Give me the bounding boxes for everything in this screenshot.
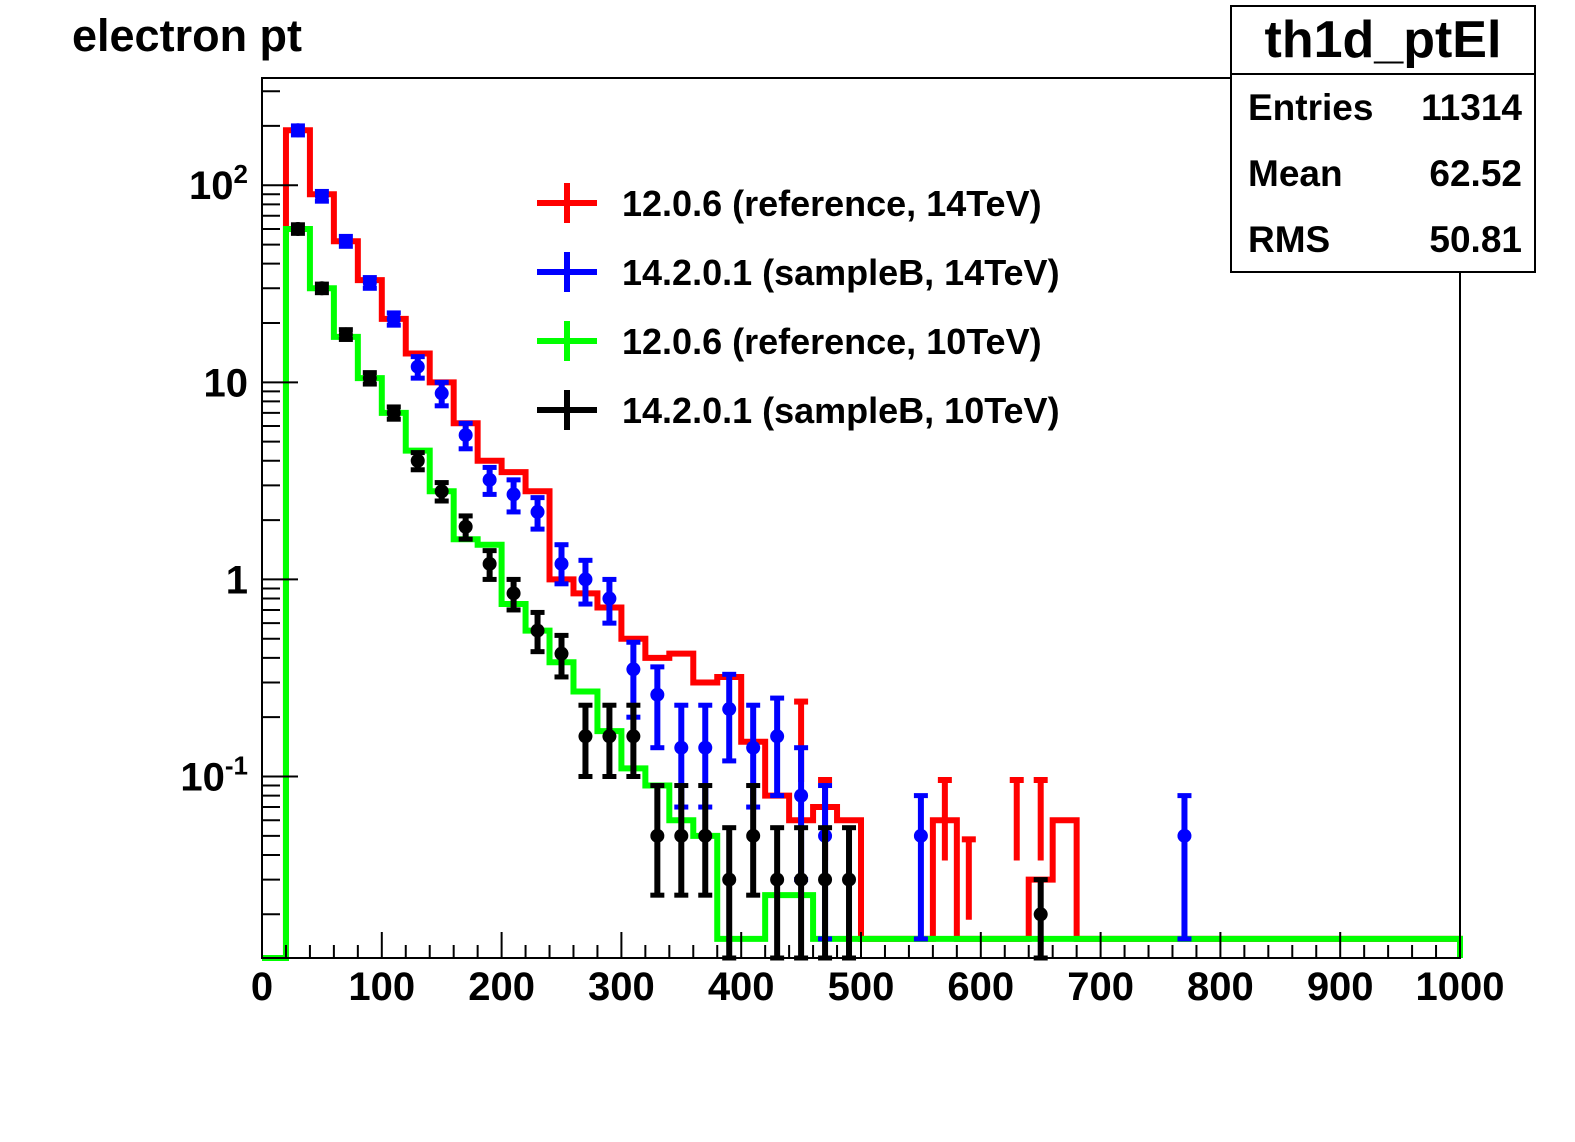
x-tick-label: 300 bbox=[588, 965, 655, 1009]
series-3-point bbox=[1033, 907, 1048, 922]
series-3-point bbox=[554, 646, 569, 661]
series-3-point bbox=[650, 828, 665, 843]
series-3-point bbox=[434, 484, 449, 499]
x-tick-label: 100 bbox=[348, 965, 415, 1009]
series-3-point bbox=[770, 872, 785, 887]
series-3-point bbox=[746, 828, 761, 843]
series-1-point bbox=[458, 428, 473, 443]
series-3-point bbox=[626, 729, 641, 744]
stats-label: RMS bbox=[1248, 219, 1331, 260]
x-tick-label: 800 bbox=[1187, 965, 1254, 1009]
x-tick-label: 500 bbox=[828, 965, 895, 1009]
series-3-point bbox=[842, 872, 857, 887]
x-tick-label: 400 bbox=[708, 965, 775, 1009]
legend-label-0: 12.0.6 (reference, 14TeV) bbox=[622, 183, 1042, 224]
series-1-point bbox=[626, 662, 641, 677]
stats-box: th1d_ptEl Entries 11314 Mean 62.52 RMS 5… bbox=[1230, 5, 1536, 273]
series-1-point bbox=[746, 740, 761, 755]
series-3-point bbox=[578, 729, 593, 744]
legend-label-3: 14.2.0.1 (sampleB, 10TeV) bbox=[622, 390, 1060, 431]
series-3-point bbox=[506, 586, 521, 601]
stats-row-entries: Entries 11314 bbox=[1232, 75, 1534, 141]
series-3-point bbox=[794, 872, 809, 887]
series-1-point bbox=[578, 572, 593, 587]
series-3-point bbox=[458, 519, 473, 534]
series-3-point bbox=[410, 453, 425, 468]
series-1-point bbox=[314, 189, 329, 204]
series-3-point bbox=[314, 281, 329, 296]
y-tick-label: 10-1 bbox=[180, 751, 248, 800]
series-1-point bbox=[650, 687, 665, 702]
series-1-point bbox=[554, 556, 569, 571]
series-3-point bbox=[338, 327, 353, 342]
x-tick-label: 1000 bbox=[1416, 965, 1505, 1009]
series-1-point bbox=[722, 702, 737, 717]
series-3-point bbox=[722, 872, 737, 887]
series-1-point bbox=[290, 123, 305, 138]
stats-value: 11314 bbox=[1421, 87, 1522, 128]
series-1-point bbox=[794, 788, 809, 803]
stats-row-rms: RMS 50.81 bbox=[1232, 207, 1534, 273]
series-1-point bbox=[506, 487, 521, 502]
series-1-point bbox=[338, 234, 353, 249]
x-tick-label: 600 bbox=[947, 965, 1014, 1009]
series-1-point bbox=[1177, 828, 1192, 843]
y-tick-label: 10 bbox=[204, 361, 249, 405]
x-tick-label: 0 bbox=[251, 965, 273, 1009]
series-1-point bbox=[602, 591, 617, 606]
stats-row-mean: Mean 62.52 bbox=[1232, 141, 1534, 207]
stats-value: 50.81 bbox=[1429, 219, 1522, 260]
series-1-point bbox=[770, 729, 785, 744]
series-1-point bbox=[482, 472, 497, 487]
legend-label-1: 14.2.0.1 (sampleB, 14TeV) bbox=[622, 252, 1060, 293]
legend-label-2: 12.0.6 (reference, 10TeV) bbox=[622, 321, 1042, 362]
series-3-point bbox=[290, 221, 305, 236]
series-2-histogram bbox=[262, 225, 1463, 961]
series-1-point bbox=[913, 828, 928, 843]
x-tick-label: 700 bbox=[1067, 965, 1134, 1009]
series-3-point bbox=[602, 729, 617, 744]
series-1-point bbox=[386, 311, 401, 326]
series-3-point bbox=[362, 371, 377, 386]
series-1-point bbox=[698, 740, 713, 755]
series-1-point bbox=[674, 740, 689, 755]
series-3-point bbox=[818, 872, 833, 887]
series-1-point bbox=[410, 359, 425, 374]
x-tick-label: 900 bbox=[1307, 965, 1374, 1009]
series-1-point bbox=[434, 386, 449, 401]
stats-histogram-name: th1d_ptEl bbox=[1232, 7, 1534, 75]
series-3-point bbox=[530, 623, 545, 638]
stats-label: Entries bbox=[1248, 87, 1374, 128]
stats-label: Mean bbox=[1248, 153, 1343, 194]
series-3-point bbox=[482, 556, 497, 571]
series-1-point bbox=[530, 504, 545, 519]
stats-value: 62.52 bbox=[1429, 153, 1522, 194]
series-1-point bbox=[362, 275, 377, 290]
series-3-point bbox=[698, 828, 713, 843]
series-3-point bbox=[674, 828, 689, 843]
y-tick-label: 102 bbox=[189, 159, 248, 208]
chart-title: electron pt bbox=[72, 10, 303, 61]
y-tick-label: 1 bbox=[226, 558, 248, 602]
series-3-point bbox=[386, 405, 401, 420]
x-tick-label: 200 bbox=[468, 965, 535, 1009]
